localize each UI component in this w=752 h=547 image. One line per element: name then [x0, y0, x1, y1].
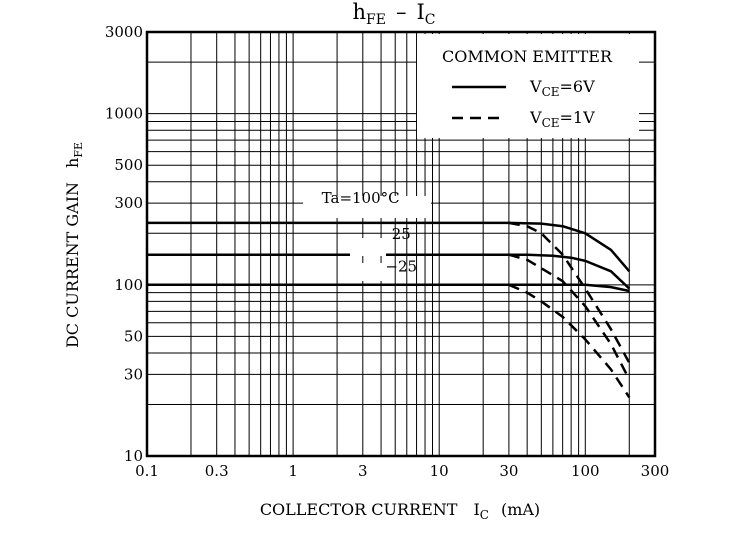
annotation-ta-100: Ta=100°C: [322, 189, 400, 207]
title-main-sub: FE: [366, 12, 386, 28]
title-main: h: [353, 0, 367, 24]
y-axis-label-text: DC CURRENT GAIN: [63, 182, 82, 348]
series-line: [508, 283, 631, 399]
y-tick-label: 50: [124, 327, 143, 345]
x-tick-label: 100: [571, 462, 600, 480]
legend-6v-rest: =6V: [560, 77, 596, 96]
title-rhs-sub: C: [425, 12, 436, 28]
x-axis-label-sym: I: [473, 500, 479, 519]
y-axis-label: DC CURRENT GAIN hFE: [63, 142, 85, 348]
y-tick-labels: 10 30 50 100 300 500 1000 3000: [105, 23, 143, 465]
series-line: [147, 283, 630, 293]
legend-6v-sym: V: [529, 77, 542, 96]
y-tick-label: 30: [124, 365, 143, 383]
annotation-25: 25: [392, 225, 411, 243]
annotation-minus-25: −25: [385, 257, 417, 275]
x-axis-label: COLLECTOR CURRENT IC (mA): [260, 500, 540, 522]
x-axis-label-text: COLLECTOR CURRENT: [260, 500, 458, 519]
legend-1v-sub: CE: [542, 116, 560, 130]
annotations: Ta=100°C 25 −25: [303, 189, 431, 281]
title-sep: –: [396, 0, 407, 24]
x-tick-label: 30: [499, 462, 518, 480]
annotation-bg-100: [303, 196, 431, 218]
x-tick-label: 3: [358, 462, 368, 480]
y-axis-label-sym: h: [63, 158, 82, 168]
x-axis-label-sub: C: [480, 508, 489, 522]
y-tick-label: 500: [114, 156, 143, 174]
legend-1v-sym: V: [529, 108, 542, 127]
series-line: [508, 221, 631, 364]
x-tick-label: 1: [288, 462, 298, 480]
series-line: [508, 253, 631, 381]
legend-entry-6v: VCE=6V: [529, 77, 595, 99]
x-tick-label: 0.3: [205, 462, 229, 480]
x-tick-label: 0.1: [135, 462, 159, 480]
annotation-bg-25: [350, 238, 386, 256]
legend-title: COMMON EMITTER: [442, 47, 613, 66]
y-axis-label-sub: FE: [72, 142, 85, 158]
y-tick-label: 10: [124, 447, 143, 465]
y-tick-label: 300: [114, 194, 143, 212]
x-tick-labels: 0.1 0.3 1 3 10 30 100 300: [135, 462, 669, 480]
series-layer: [147, 221, 631, 399]
chart-title: hFE – IC: [353, 0, 436, 28]
y-tick-label: 3000: [105, 23, 143, 41]
plot-frame: [145, 30, 657, 458]
x-tick-label: 300: [641, 462, 670, 480]
legend: COMMON EMITTER VCE=6V VCE=1V: [417, 34, 639, 138]
y-tick-label: 100: [114, 276, 143, 294]
y-tick-label: 1000: [105, 105, 143, 123]
annotation-bg-minus25: [346, 263, 390, 281]
title-rhs: I: [416, 0, 424, 24]
legend-6v-sub: CE: [542, 85, 560, 99]
x-tick-label: 10: [430, 462, 449, 480]
legend-1v-rest: =1V: [560, 108, 596, 127]
x-axis-label-unit: (mA): [501, 500, 540, 519]
legend-entry-1v: VCE=1V: [529, 108, 595, 130]
series-line: [147, 253, 631, 290]
